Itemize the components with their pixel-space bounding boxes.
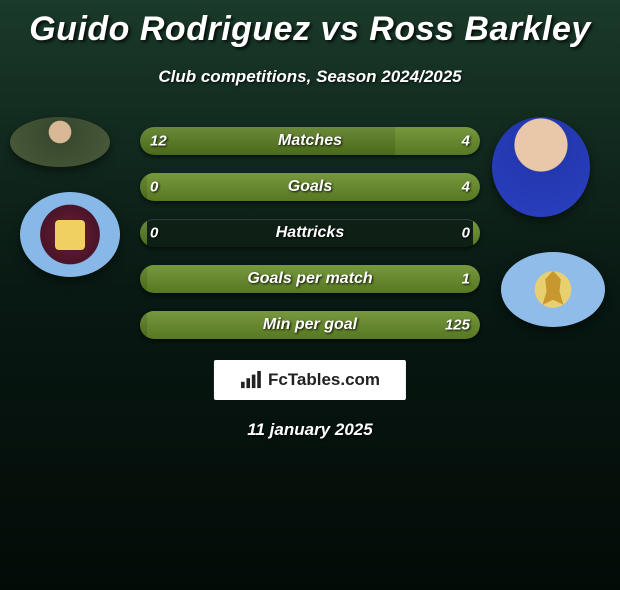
stat-label: Matches xyxy=(140,132,480,150)
stat-label: Goals xyxy=(140,178,480,196)
stat-row: Goals0 4 xyxy=(140,173,480,201)
stat-row: Hattricks0 0 xyxy=(140,219,480,247)
watermark-text: FcTables.com xyxy=(268,370,380,390)
stat-val-left: 12 xyxy=(150,133,167,150)
watermark: FcTables.com xyxy=(214,360,406,400)
chart-icon xyxy=(240,371,262,389)
stat-row: Matches12 4 xyxy=(140,127,480,155)
player-right-avatar xyxy=(492,117,590,217)
date-text: 11 january 2025 xyxy=(0,420,620,440)
stat-bars: Matches124Goals04Hattricks00Goals per ma… xyxy=(140,127,480,357)
page-title: Guido Rodriguez vs Ross Barkley xyxy=(0,10,620,49)
stat-row: Min per goal125 xyxy=(140,311,480,339)
stat-val-left: 0 xyxy=(150,179,158,196)
stat-val-right: 0 xyxy=(462,225,470,242)
comparison-content: Matches124Goals04Hattricks00Goals per ma… xyxy=(0,117,620,397)
stat-val-right: 4 xyxy=(462,179,470,196)
stat-val-left: 0 xyxy=(150,225,158,242)
club-right-badge xyxy=(501,252,605,327)
stat-row: Goals per match1 xyxy=(140,265,480,293)
subtitle: Club competitions, Season 2024/2025 xyxy=(0,67,620,87)
stat-label: Hattricks xyxy=(140,224,480,242)
stat-val-right: 1 xyxy=(462,271,470,288)
stat-val-right: 125 xyxy=(445,317,470,334)
club-left-badge xyxy=(20,192,120,277)
player-left-avatar xyxy=(10,117,110,167)
stat-label: Min per goal xyxy=(140,316,480,334)
stat-label: Goals per match xyxy=(140,270,480,288)
stat-val-right: 4 xyxy=(462,133,470,150)
